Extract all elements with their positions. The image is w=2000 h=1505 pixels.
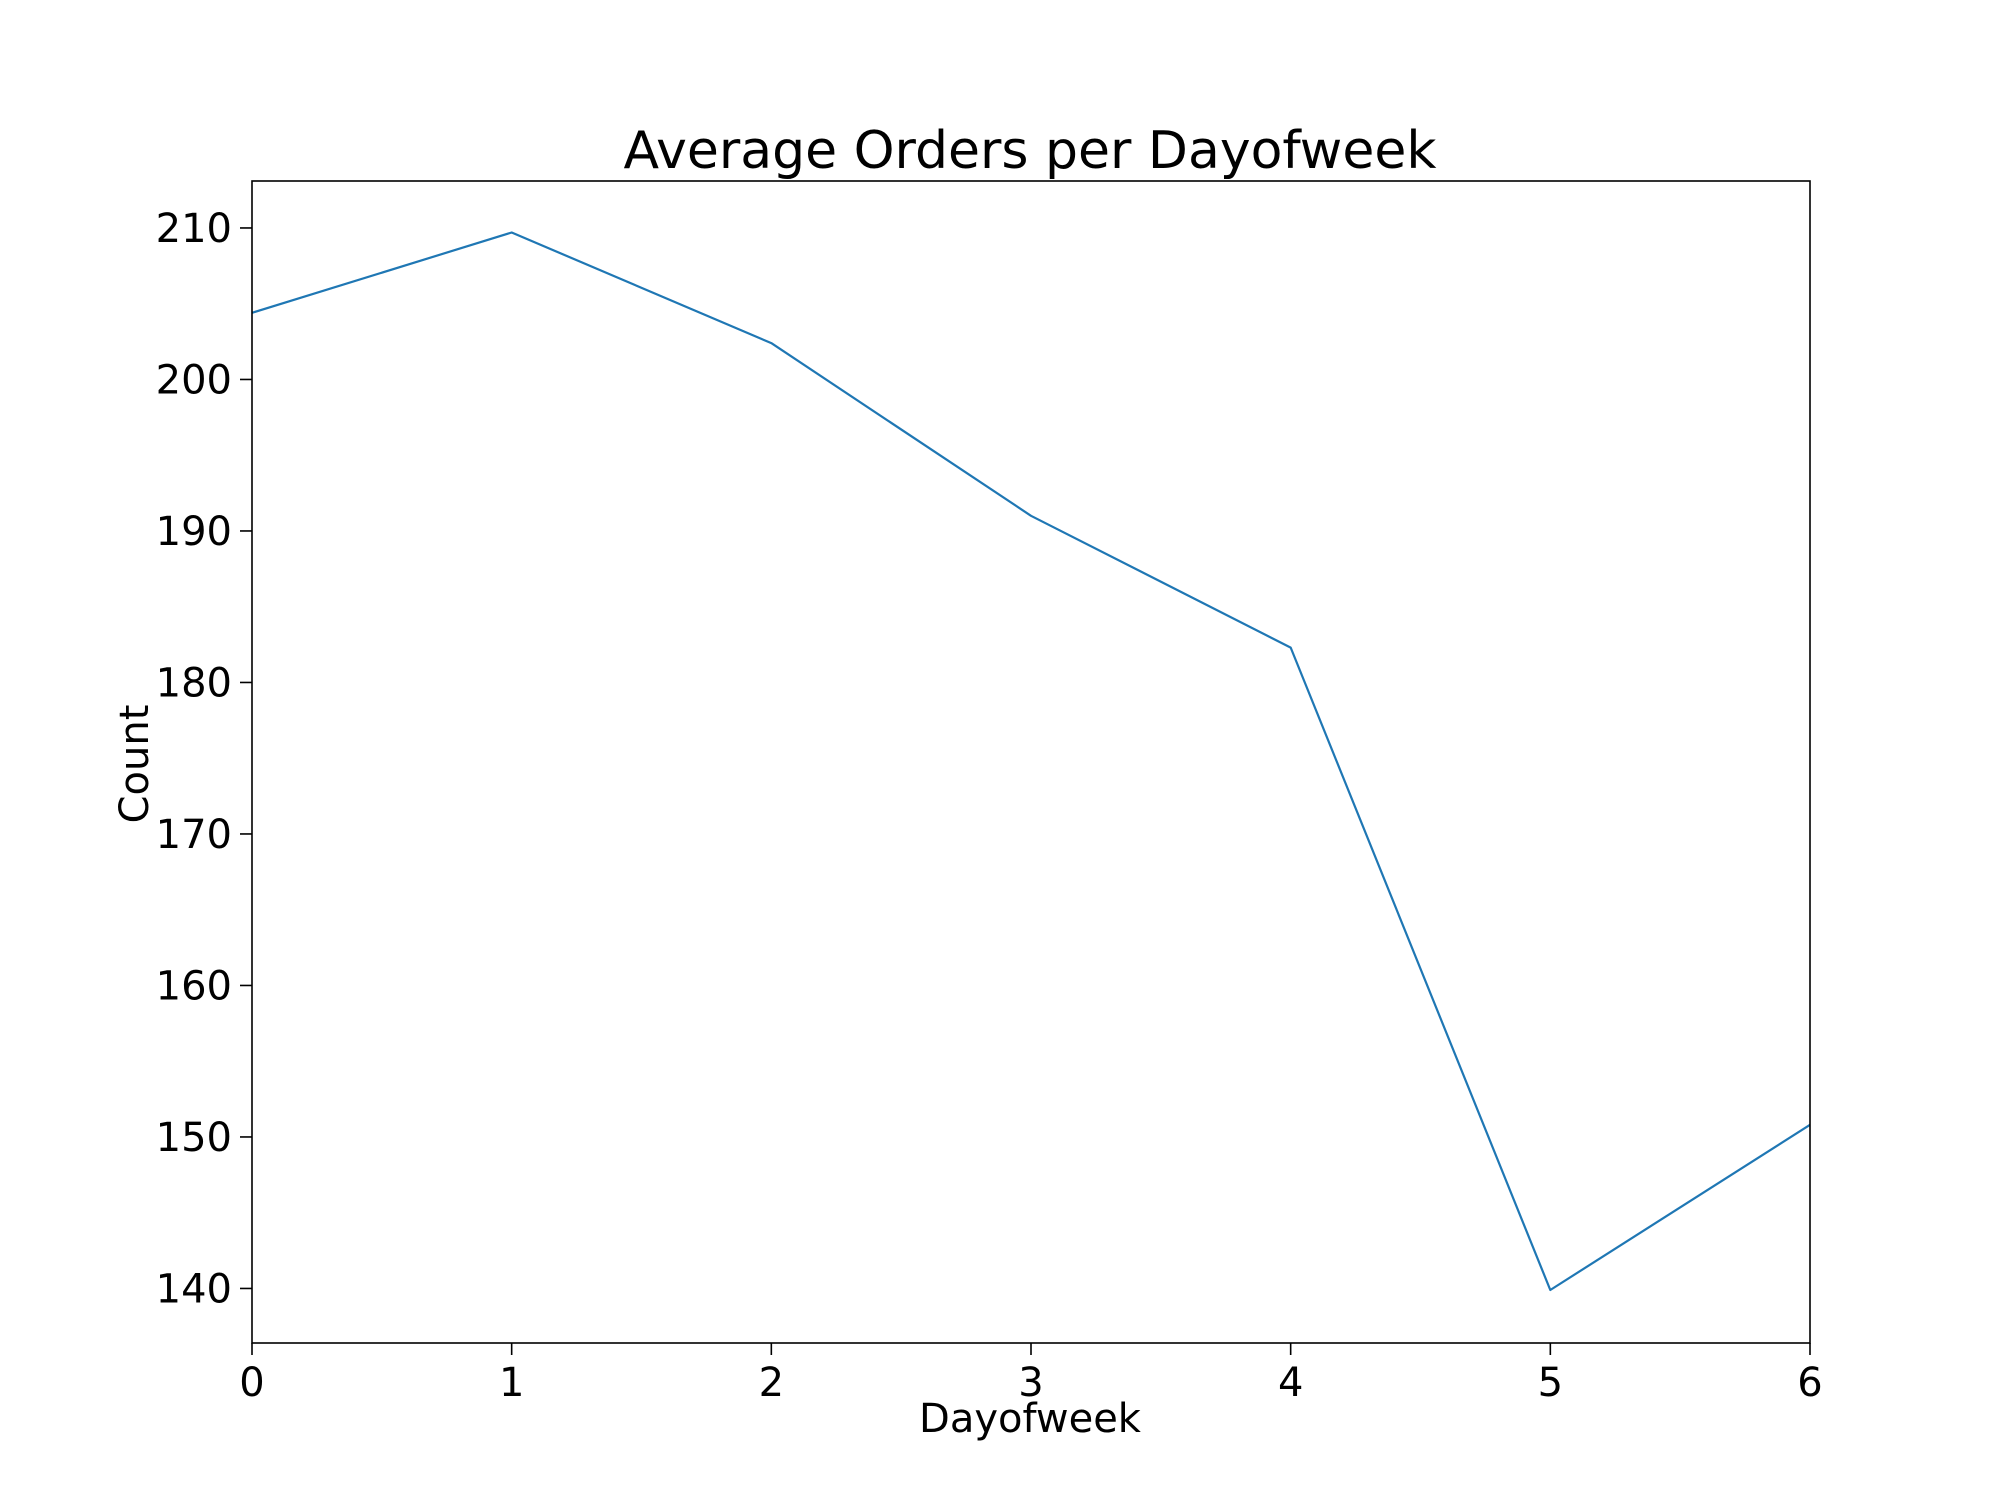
x-tick-label: 2 bbox=[759, 1360, 784, 1406]
ticks-group: 0 1 2 3 4 5 6 140 150 160 170 180 190 200 210 bbox=[156, 206, 1823, 1406]
y-tick-label: 190 bbox=[156, 509, 232, 555]
plot-frame bbox=[251, 180, 1811, 1344]
y-tick-label: 150 bbox=[156, 1115, 232, 1161]
y-tick-label: 200 bbox=[156, 357, 232, 403]
y-tick-label: 180 bbox=[156, 660, 232, 706]
x-tick-label: 0 bbox=[239, 1360, 264, 1406]
x-tick-label: 1 bbox=[499, 1360, 524, 1406]
x-axis-label: Dayofweek bbox=[919, 1396, 1142, 1442]
y-tick-label: 210 bbox=[156, 206, 232, 252]
y-tick-label: 170 bbox=[156, 812, 232, 858]
chart-title: Average Orders per Dayofweek bbox=[624, 121, 1437, 181]
x-tick-label: 4 bbox=[1278, 1360, 1303, 1406]
series-group bbox=[251, 231, 1811, 1292]
series-line bbox=[251, 231, 1811, 1292]
y-tick-label: 140 bbox=[156, 1266, 232, 1312]
x-tick-label: 6 bbox=[1797, 1360, 1822, 1406]
x-tick-label: 3 bbox=[1018, 1360, 1043, 1406]
x-tick-label: 5 bbox=[1538, 1360, 1563, 1406]
y-axis-label: Count bbox=[112, 705, 158, 824]
y-tick-label: 160 bbox=[156, 963, 232, 1009]
